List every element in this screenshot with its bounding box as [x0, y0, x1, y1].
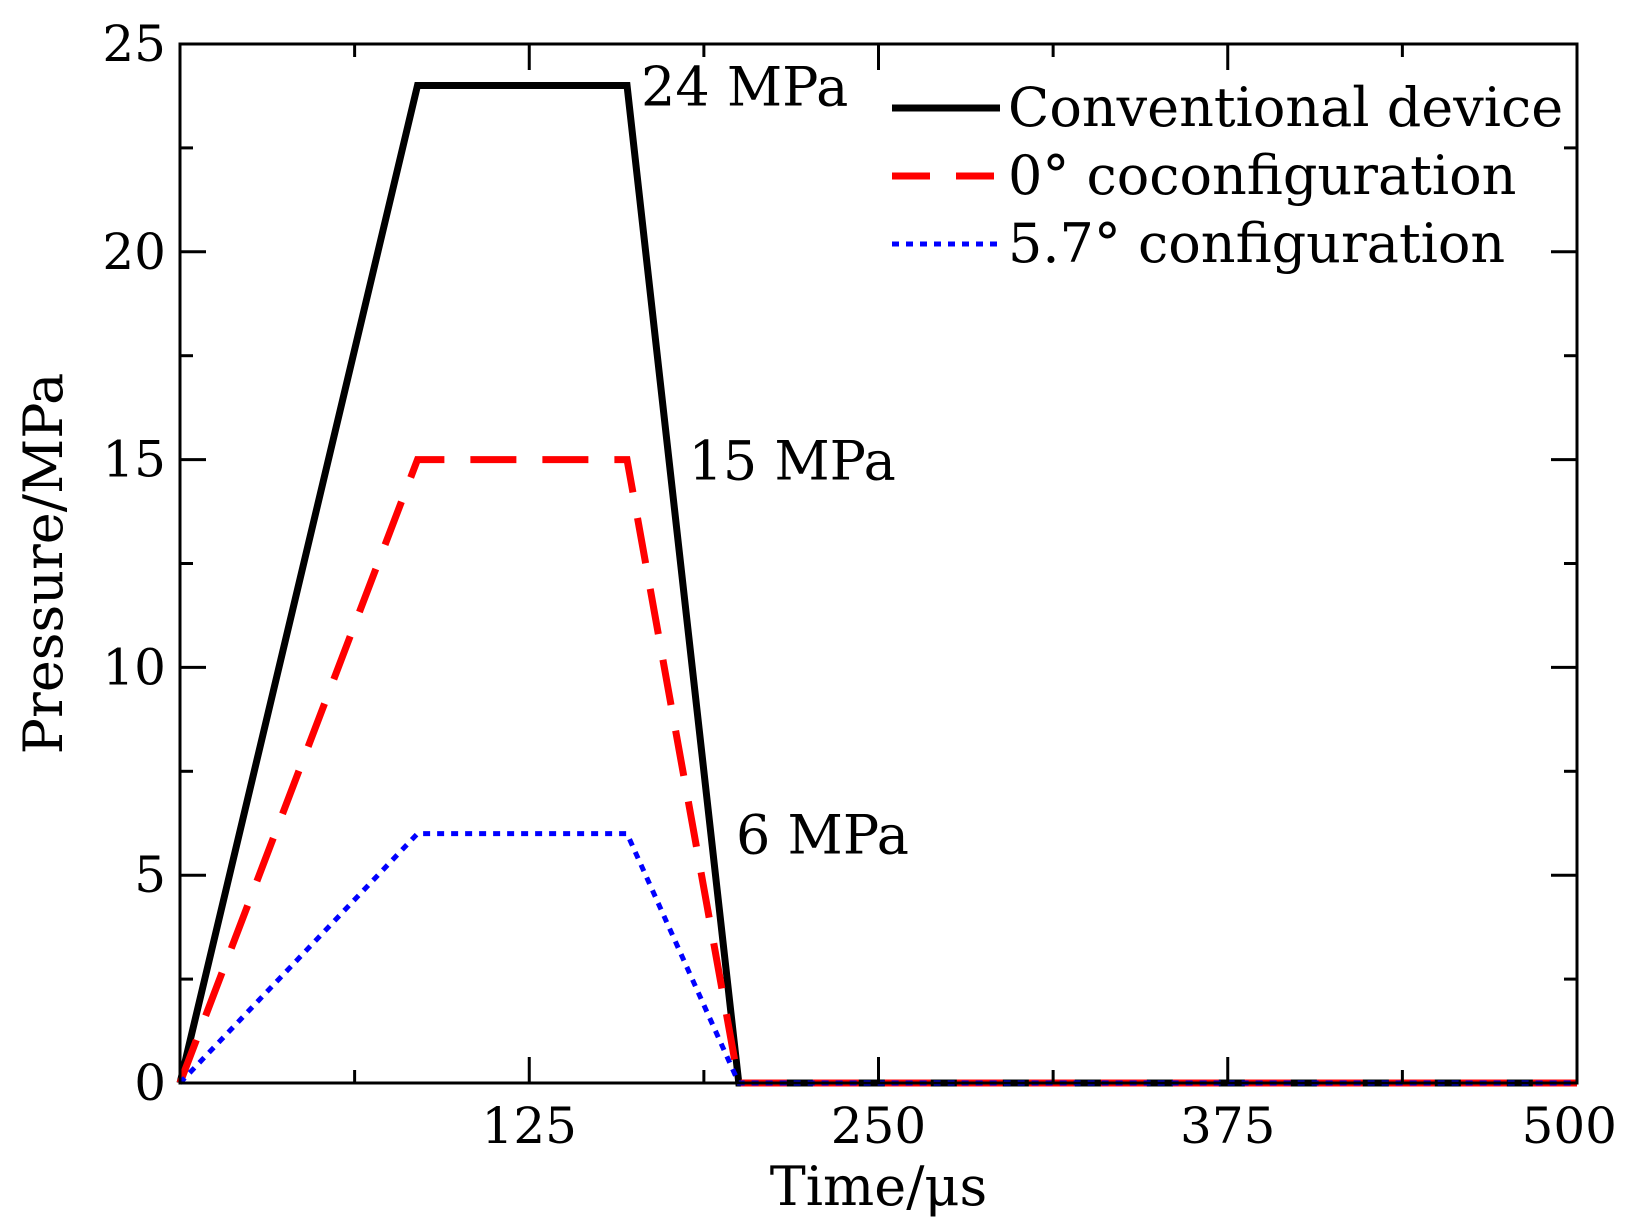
axis-ticks	[180, 42, 1579, 1085]
x-axis-title: Time/μs	[770, 1155, 987, 1218]
x-tick-label: 375	[1180, 1097, 1275, 1155]
legend-label-1: 0° coconfiguration	[1008, 144, 1516, 207]
y-tick-label: 25	[102, 15, 166, 73]
legend-label-2: 5.7° configuration	[1008, 212, 1505, 275]
x-tick-label: 125	[482, 1097, 577, 1155]
annotation-label: 6 MPa	[736, 804, 909, 867]
axis-tick-labels: 0 5 10 15 20 25 125 250 375 500	[102, 15, 1617, 1155]
y-tick-label: 20	[102, 223, 166, 281]
y-tick-label: 5	[134, 846, 166, 904]
x-tick-label: 250	[831, 1097, 926, 1155]
y-tick-label: 10	[102, 638, 166, 696]
y-tick-label: 0	[134, 1054, 166, 1112]
y-axis-title: Pressure/MPa	[12, 373, 75, 755]
annotation-label: 24 MPa	[641, 56, 848, 119]
series-line-1	[176, 456, 1577, 1087]
y-tick-label: 15	[102, 431, 166, 489]
series-line-2	[178, 831, 1577, 1086]
legend-label-0: Conventional device	[1008, 76, 1563, 139]
annotation-label: 15 MPa	[689, 430, 896, 493]
annotations: 24 MPa 15 MPa 6 MPa	[641, 56, 909, 867]
x-tick-label: 500	[1522, 1097, 1617, 1155]
